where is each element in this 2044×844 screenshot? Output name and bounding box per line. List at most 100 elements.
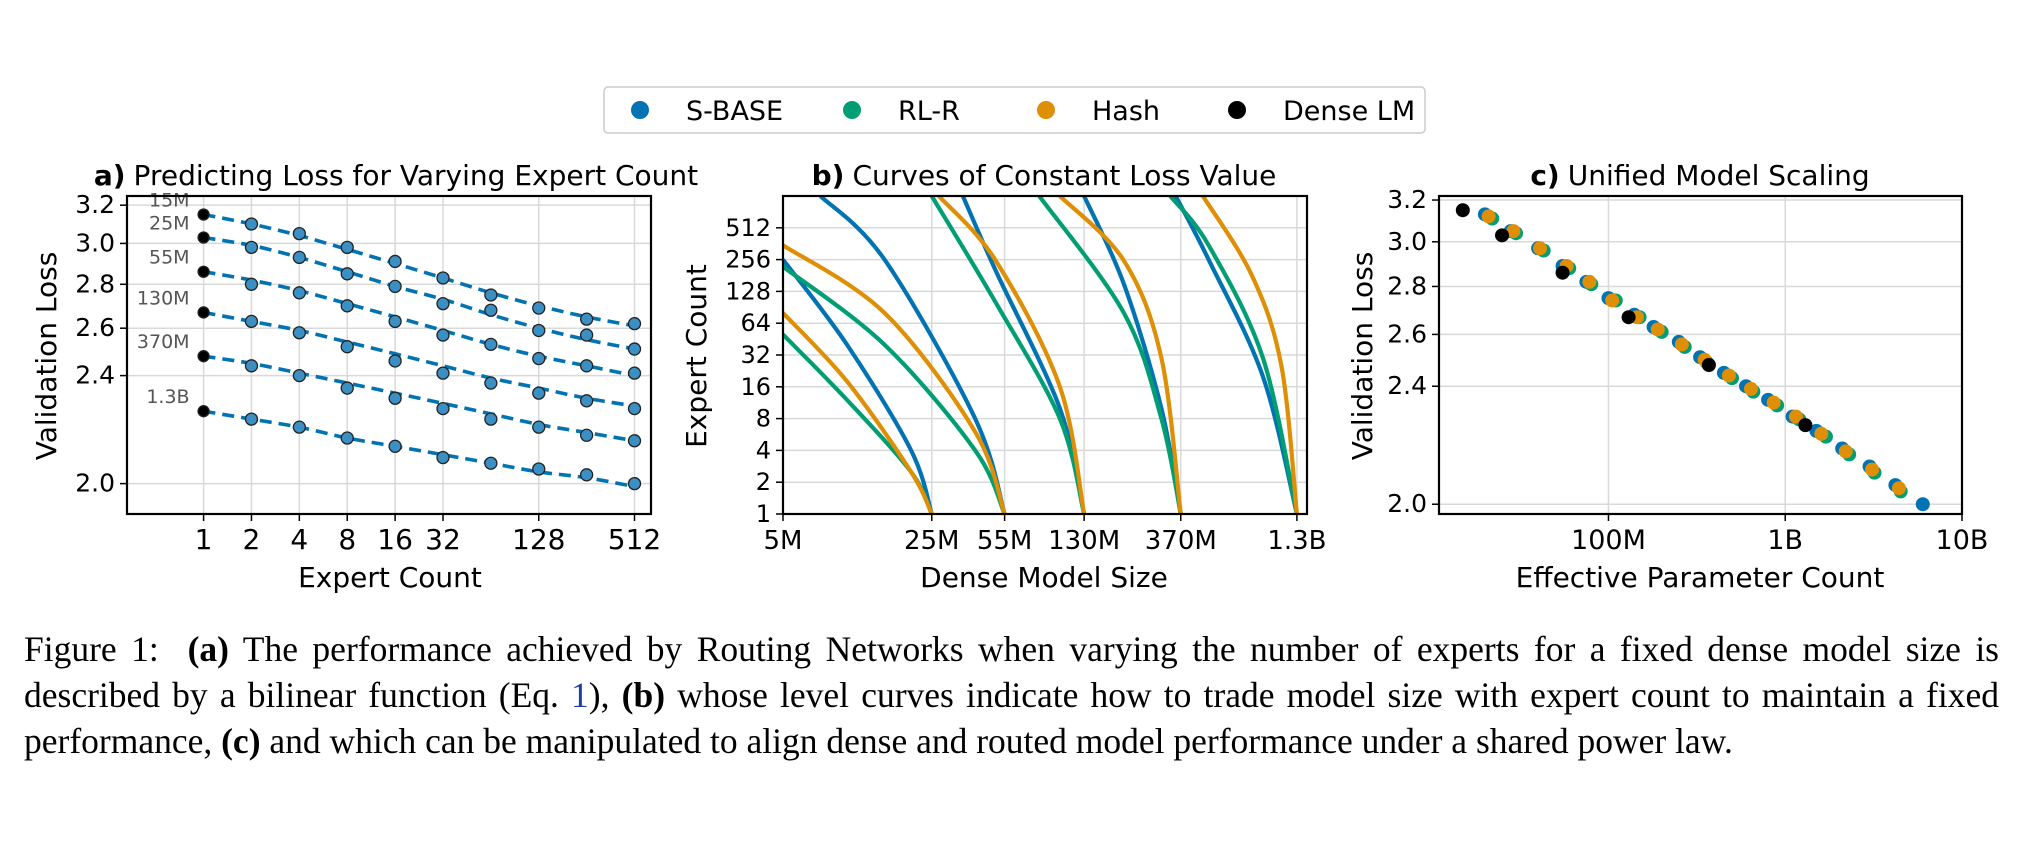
data-point-dense-lm: [1701, 357, 1716, 372]
y-tick-label: 3.0: [1387, 227, 1427, 256]
y-tick-label: 2.0: [1387, 489, 1427, 518]
y-tick-label: 2.4: [1387, 371, 1427, 400]
level-curve-hash: [783, 311, 934, 514]
caption-b-tag: (b): [621, 675, 666, 715]
data-point: [484, 456, 498, 470]
data-point: [436, 296, 450, 311]
data-point: [579, 312, 594, 326]
legend-label-s-base: S-BASE: [686, 96, 783, 127]
data-point-hash: [1721, 368, 1736, 383]
legend-marker-hash: [1037, 101, 1055, 119]
y-tick-label: 16: [740, 373, 771, 401]
panel-c-ylabel: Validation Loss: [1346, 252, 1379, 461]
data-point: [388, 354, 402, 368]
x-tick-label: 100M: [1571, 525, 1646, 556]
data-point: [484, 412, 498, 426]
data-point: [244, 217, 259, 231]
data-point-s-base: [1915, 497, 1930, 512]
data-point: [436, 401, 450, 416]
plot-c: 100M 1B 10B 2.0 2.4 2.6 2.8 3.0 3.2: [1387, 185, 1988, 556]
data-point: [436, 366, 450, 380]
y-tick-label: 2.8: [1387, 271, 1427, 300]
data-point: [579, 359, 594, 373]
panel-b-title: b) Curves of Constant Loss Value: [812, 159, 1277, 192]
fit-line-25m: [203, 235, 635, 351]
panel-c: c) Unified Model Scaling 100M 1B 10B 2.0 2.4 2…: [1346, 159, 1988, 594]
data-point: [484, 288, 498, 302]
y-tick-label: 2.6: [1387, 319, 1427, 348]
data-point: [340, 240, 354, 255]
data-point: [197, 405, 210, 418]
legend-label-hash: Hash: [1092, 96, 1160, 127]
series-label: 130M: [137, 287, 190, 309]
data-point: [532, 420, 546, 434]
y-tick-label: 2: [756, 468, 771, 496]
data-point-hash: [1743, 381, 1758, 396]
data-point: [292, 250, 306, 265]
panel-a-title: a) Predicting Loss for Varying Expert Cou…: [94, 159, 698, 192]
data-point: [197, 231, 210, 244]
plot-background: [127, 196, 651, 514]
panel-b-title-text: Curves of Constant Loss Value: [852, 159, 1276, 192]
data-point: [532, 351, 546, 366]
data-point: [436, 328, 450, 342]
panel-a-xlabel: Expert Count: [298, 561, 482, 594]
data-point: [197, 306, 210, 319]
data-point: [532, 323, 546, 338]
caption-eq-ref[interactable]: 1: [571, 675, 589, 715]
data-point: [292, 420, 306, 434]
data-point: [388, 254, 402, 269]
y-tick-label: 64: [740, 309, 771, 337]
plot-frame: [781, 194, 1309, 516]
caption-a-text-end: ),: [588, 675, 622, 715]
data-point: [579, 428, 594, 442]
series-label: 25M: [149, 213, 190, 235]
data-point: [532, 386, 546, 400]
series-label: 370M: [137, 331, 190, 353]
data-point: [627, 401, 642, 416]
data-point: [388, 314, 402, 329]
plot-frame: [125, 194, 653, 516]
data-point: [579, 394, 594, 408]
legend-items: S-BASE RL-R Hash Dense LM: [631, 96, 1415, 127]
data-point: [244, 277, 259, 291]
y-tick-label: 128: [725, 277, 771, 305]
series-label: 55M: [149, 247, 190, 269]
x-tick-label: 2: [243, 523, 261, 556]
data-point: [244, 314, 259, 329]
data-point: [244, 412, 259, 426]
data-point: [292, 226, 306, 241]
data-point-hash: [1814, 426, 1829, 441]
data-point: [627, 434, 642, 448]
data-point: [292, 326, 306, 340]
level-curves: [783, 196, 1299, 514]
legend-label-rl-r: RL-R: [898, 96, 960, 127]
x-tick-label: 130M: [1048, 526, 1120, 556]
y-tick-label: 4: [756, 436, 771, 464]
series-label: 15M: [149, 190, 190, 212]
data-point: [388, 279, 402, 294]
fit-line-15m: [203, 212, 635, 328]
legend-label-dense-lm: Dense LM: [1283, 96, 1415, 127]
panel-b-letter: b): [812, 159, 845, 192]
data-point: [197, 208, 210, 221]
data-point-hash: [1582, 274, 1597, 289]
data-point: [627, 317, 642, 331]
y-tick-label: 2.4: [75, 361, 115, 390]
caption-a-text: The performance achieved by Routing Netw…: [24, 629, 1999, 715]
data-point-hash: [1891, 481, 1906, 496]
panel-a-title-text: Predicting Loss for Varying Expert Count: [134, 159, 699, 192]
x-tick-label: 1: [195, 523, 213, 556]
data-point: [579, 468, 594, 482]
panel-a-ylabel: Validation Loss: [30, 252, 63, 461]
data-point: [484, 376, 498, 390]
caption-b-text: whose level curves indicate how to trade…: [24, 675, 1999, 761]
x-tick-label: 370M: [1145, 526, 1217, 556]
panel-c-title-text: Unified Model Scaling: [1568, 159, 1870, 192]
data-point-dense-lm: [1621, 310, 1636, 325]
data-point: [244, 359, 259, 373]
data-point: [197, 265, 210, 278]
y-tick-label: 8: [756, 405, 771, 433]
fit-line-370m: [203, 354, 635, 443]
